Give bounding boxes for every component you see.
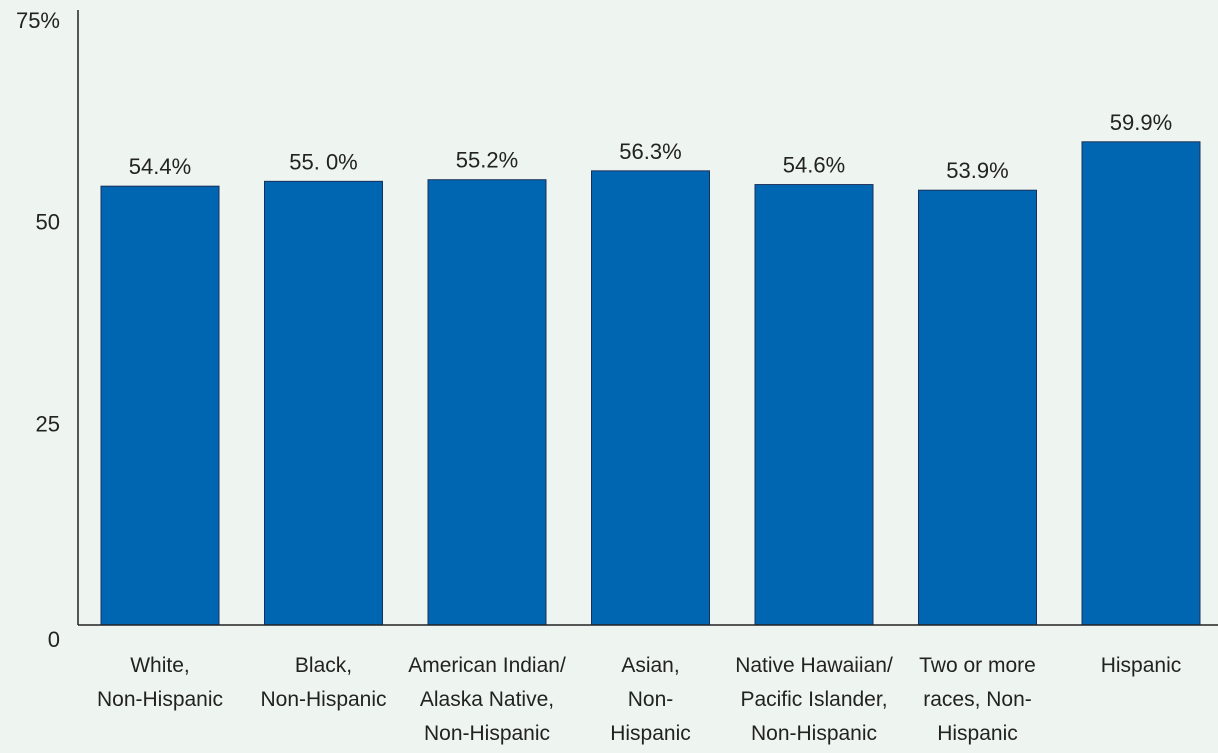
bar [427, 179, 547, 626]
data-labels-group: 54.4% 55. 0% 55.2% 56.3% 54.6% 53.9% 59.9% [129, 110, 1172, 183]
x-category-label-line: Non- [628, 688, 674, 711]
x-category-label: Black, Non-Hispanic [260, 654, 386, 711]
x-category-label-line: Two or more [919, 654, 1036, 677]
bars-group [100, 141, 1201, 626]
x-category-label-line: Non-Hispanic [260, 688, 386, 711]
bar-value-label: 54.4% [129, 154, 191, 179]
bar [918, 189, 1037, 626]
bar [591, 170, 710, 626]
y-tick-label: 25 [36, 411, 60, 436]
x-category-label-line: Alaska Native, [420, 688, 554, 711]
bar [100, 185, 220, 626]
x-category-label: Native Hawaiian/Pacific Islander, Non-His… [735, 654, 893, 745]
x-category-label-line: races, Non- [923, 688, 1032, 711]
x-category-label: Two or more races, Non- Hispanic [919, 654, 1036, 745]
x-category-label-line: White, [130, 654, 190, 677]
y-tick-label: 75% [16, 8, 60, 33]
bar-value-label: 53.9% [946, 158, 1008, 183]
x-category-label-line: American Indian/ [408, 654, 566, 677]
x-category-label: White, Non-Hispanic [97, 654, 223, 711]
bar [754, 184, 874, 626]
x-category-label-line: Non-Hispanic [97, 688, 223, 711]
x-category-label: Asian, Non- Hispanic [610, 654, 691, 745]
y-axis-ticks: 0 25 50 75% [16, 8, 60, 652]
x-category-label-line: Hispanic [610, 722, 691, 745]
bar-value-label: 55.2% [456, 148, 518, 173]
bar-value-label: 54.6% [783, 153, 845, 178]
y-tick-label: 50 [36, 210, 60, 235]
bar [264, 180, 383, 626]
x-category-label-line: Asian, [621, 654, 679, 677]
x-category-label-line: Black, [295, 654, 352, 677]
x-category-label-line: Native Hawaiian/ [735, 654, 893, 677]
x-category-label-line: Non-Hispanic [751, 722, 877, 745]
bar [1081, 141, 1201, 626]
bar-value-label: 59.9% [1110, 110, 1172, 135]
x-category-label-line: Non-Hispanic [424, 722, 550, 745]
x-category-label: American Indian/Alaska Native, Non-Hispan… [408, 654, 566, 745]
x-category-label-line: Hispanic [937, 722, 1018, 745]
bar-value-label: 55. 0% [289, 149, 358, 174]
y-tick-label: 0 [48, 627, 60, 652]
bar-value-label: 56.3% [619, 139, 681, 164]
x-category-label-line: Hispanic [1101, 654, 1182, 677]
x-category-label-line: Pacific Islander, [740, 688, 887, 711]
x-category-label: Hispanic [1101, 654, 1182, 677]
